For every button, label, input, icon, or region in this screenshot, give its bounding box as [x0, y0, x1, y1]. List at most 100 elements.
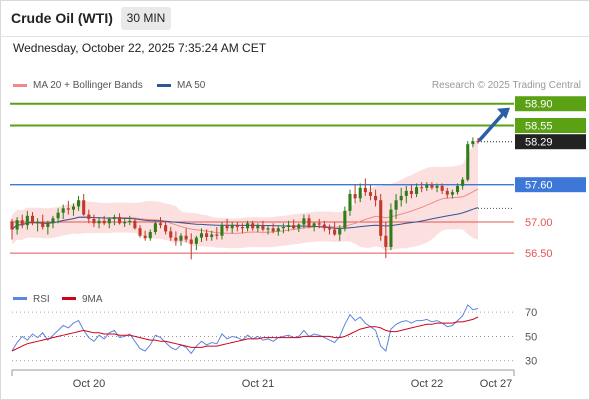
- candle-body-91: [476, 141, 480, 143]
- candle-body-40: [215, 234, 219, 236]
- candle-body-68: [358, 187, 362, 199]
- candle-body-24: [133, 220, 137, 229]
- candle-body-21: [118, 217, 122, 224]
- candle-body-29: [158, 223, 163, 226]
- candle-body-13: [77, 200, 81, 207]
- target-level-tag-1: [515, 118, 586, 134]
- candle-body-62: [327, 228, 332, 230]
- candle-body-3: [25, 215, 29, 226]
- candle-body-55: [292, 225, 296, 229]
- candle-body-76: [399, 195, 403, 201]
- legend-ma20: MA 20 + Bollinger Bands: [13, 80, 143, 91]
- candle-body-6: [41, 222, 45, 228]
- target-level-label-0: 58.90: [525, 99, 553, 111]
- candle-body-57: [302, 218, 306, 225]
- target-level-label-1: 58.55: [525, 121, 553, 133]
- candle-body-18: [102, 220, 106, 224]
- candle-body-69: [363, 187, 367, 193]
- candle-body-49: [261, 225, 265, 230]
- candle-body-45: [240, 227, 244, 229]
- candle-body-23: [128, 220, 132, 223]
- forecast-arrow-shaft: [478, 110, 506, 142]
- support-level-label-4: 57.00: [525, 217, 553, 229]
- candle-body-89: [466, 144, 470, 180]
- candle-body-51: [271, 228, 275, 232]
- candle-body-0: [10, 221, 14, 230]
- time-axis-layer: Oct 20 Oct 21 Oct 22 Oct 27: [11, 369, 515, 390]
- candle-body-44: [235, 225, 239, 228]
- rsi-ma-line: [11, 316, 479, 352]
- candle-body-78: [409, 190, 413, 195]
- candle-body-86: [450, 192, 454, 195]
- candle-body-81: [425, 184, 429, 188]
- rsi-ma-legend-label: 9MA: [82, 294, 103, 305]
- candle-body-54: [286, 225, 291, 228]
- candle-body-47: [251, 223, 255, 229]
- candle-body-60: [317, 223, 321, 225]
- candle-body-10: [61, 208, 65, 213]
- instrument-title: Crude Oil (WTI): [11, 10, 113, 26]
- candle-body-15: [87, 214, 91, 219]
- candle-body-27: [148, 232, 152, 239]
- candle-body-75: [394, 200, 398, 210]
- candle-body-11: [66, 208, 70, 210]
- last-price-label: 58.29: [525, 137, 553, 149]
- support-level-label-5: 56.50: [525, 248, 553, 260]
- candle-body-14: [82, 200, 86, 215]
- candle-body-19: [107, 218, 111, 224]
- legend-ma50: MA 50: [157, 80, 205, 91]
- candle-body-85: [445, 190, 449, 195]
- candle-body-70: [368, 192, 372, 196]
- time-tick-2: Oct 22: [411, 378, 443, 390]
- rsi-panel-layer: RSI 9MA 70 50 30: [11, 294, 537, 368]
- candle-body-25: [138, 228, 142, 236]
- legend-ma50-label: MA 50: [177, 80, 206, 91]
- rsi-tick-70: 70: [525, 307, 537, 319]
- legend-ma50-swatch: [157, 83, 171, 87]
- candle-body-77: [404, 190, 408, 196]
- candle-body-90: [471, 141, 475, 145]
- candle-body-43: [230, 225, 234, 229]
- candle-body-61: [322, 224, 326, 229]
- candle-body-46: [246, 223, 250, 229]
- legend-ma20-swatch: [13, 83, 27, 87]
- candle-body-66: [348, 194, 352, 211]
- report-datetime: Wednesday, October 22, 2025 7:35:24 AM C…: [13, 41, 267, 55]
- candle-body-30: [164, 225, 168, 232]
- bollinger-band: [12, 138, 478, 251]
- candle-body-2: [20, 220, 24, 226]
- candle-body-9: [56, 212, 60, 219]
- candle-body-73: [384, 235, 388, 247]
- bollinger-band-layer: [12, 138, 478, 251]
- rsi-line: [11, 304, 479, 355]
- interval-button[interactable]: 30 MIN: [121, 7, 171, 30]
- rsi-legend-label: RSI: [33, 294, 50, 305]
- candle-body-80: [420, 187, 424, 189]
- candle-body-79: [415, 187, 419, 195]
- candle-body-22: [123, 222, 127, 224]
- candle-body-72: [379, 200, 383, 236]
- candle-body-20: [112, 217, 116, 219]
- forecast-arrow-layer: [478, 107, 510, 142]
- candle-body-34: [184, 235, 188, 240]
- candle-body-88: [461, 179, 465, 186]
- candle-body-17: [97, 220, 101, 224]
- candle-body-74: [389, 209, 393, 247]
- price-levels-layer: 58.90 58.55 58.29 57.60 57.00 56.50: [10, 96, 586, 260]
- candle-body-71: [374, 195, 378, 201]
- time-tick-3: Oct 27: [480, 378, 512, 390]
- candle-body-5: [36, 222, 40, 224]
- candle-body-53: [281, 227, 285, 229]
- forecast-arrow-head: [497, 107, 510, 119]
- rsi-tick-30: 30: [525, 356, 537, 368]
- candle-body-39: [210, 234, 214, 237]
- candle-body-31: [169, 231, 173, 238]
- candle-body-42: [225, 225, 229, 229]
- candle-body-38: [205, 233, 209, 237]
- candle-body-83: [435, 185, 439, 188]
- candle-body-8: [51, 218, 55, 224]
- candle-body-16: [92, 218, 96, 224]
- candle-body-36: [194, 237, 198, 244]
- target-level-tag-0: [515, 96, 586, 112]
